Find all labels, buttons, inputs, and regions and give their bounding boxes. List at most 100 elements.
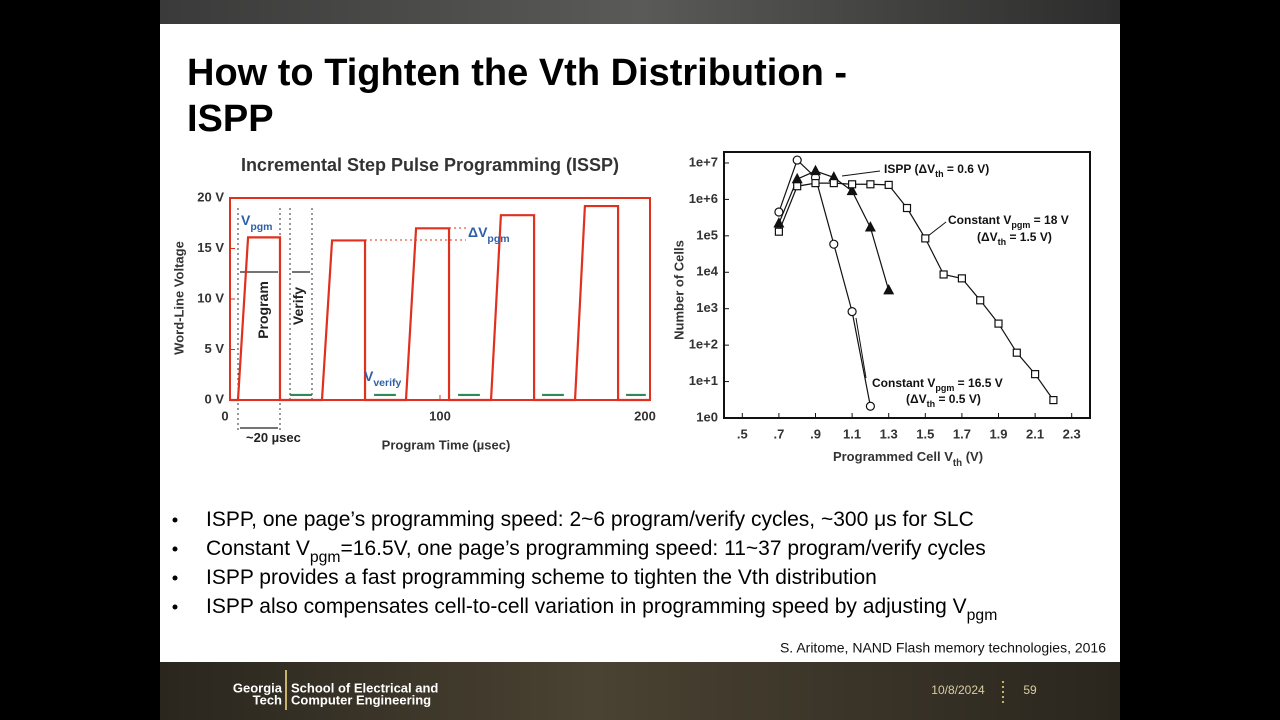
x-tick-label: 100	[429, 408, 451, 423]
y-tick-label: 10 V	[197, 290, 224, 305]
subscript: verify	[373, 377, 401, 389]
point	[774, 207, 784, 217]
point	[792, 155, 802, 165]
bullet-dots	[172, 517, 178, 610]
point	[864, 221, 876, 232]
point	[829, 239, 839, 249]
y-tick-label: 0 V	[204, 391, 224, 406]
text-run: V	[241, 212, 251, 228]
text-run: = 1.5 V)	[1006, 230, 1052, 244]
point	[1049, 395, 1058, 405]
y-tick-label: 15 V	[197, 240, 224, 255]
text-run: Program	[255, 281, 271, 339]
point	[810, 164, 821, 176]
text-run: Constant V	[948, 213, 1011, 227]
series-line	[778, 159, 871, 407]
y-tick-label: 1e+1	[689, 373, 718, 388]
department: School of Electrical and	[291, 680, 438, 695]
text-run: ISPP also compensates cell-to-cell varia…	[206, 595, 967, 618]
y-tick-label: 1e5	[696, 227, 718, 242]
x-tick-label: .7	[773, 426, 784, 441]
point	[793, 182, 802, 191]
series-line	[230, 204, 650, 402]
x-tick-label: 1.9	[989, 426, 1007, 441]
text-run: (ΔV	[906, 392, 927, 406]
y-tick-label: 1e3	[696, 300, 718, 315]
point	[865, 401, 876, 411]
point	[866, 180, 875, 189]
text-run: ΔV	[468, 224, 488, 240]
subscript: th	[953, 458, 962, 469]
annotation: Program	[255, 281, 271, 339]
date: 10/8/2024	[931, 683, 985, 697]
annotation: ISPP (ΔVth = 0.6 V)	[884, 162, 989, 179]
logo-text: Tech	[253, 692, 282, 707]
slide-title: ISPP	[187, 98, 274, 140]
text-run: ISPP, one page’s programming speed: 2~6 …	[206, 508, 974, 531]
slide-title: How to Tighten the Vth Distribution -	[187, 52, 847, 94]
text-run: = 18 V	[1030, 213, 1068, 227]
slide-body	[160, 24, 1120, 662]
y-tick-label: 1e+2	[689, 337, 718, 352]
y-axis-label: Word-Line Voltage	[171, 241, 186, 355]
y-tick-label: 1e+6	[689, 191, 718, 206]
text-run: (V)	[962, 449, 983, 464]
point	[1030, 370, 1040, 379]
annotation: Constant Vpgm = 16.5 V	[872, 376, 1003, 393]
annotation: (ΔVth = 0.5 V)	[906, 392, 981, 409]
text-run: = 0.5 V)	[935, 392, 981, 406]
footer-bar	[160, 662, 1120, 720]
y-tick-label: 20 V	[197, 189, 224, 204]
x-tick-label: 200	[634, 408, 656, 423]
text-run: ISPP provides a fast programming scheme …	[206, 566, 877, 589]
x-tick-label: .5	[737, 426, 748, 441]
text-run: V	[364, 368, 374, 384]
text-run: = 16.5 V	[954, 376, 1002, 390]
x-tick-label: 1.3	[880, 426, 898, 441]
x-tick-label: 2.3	[1063, 426, 1081, 441]
annotation: Constant Vpgm = 18 V	[948, 213, 1069, 230]
annotation: Vverify	[364, 368, 402, 389]
subscript: pgm	[487, 233, 509, 245]
x-tick-label: 1.5	[916, 426, 934, 441]
point	[774, 227, 784, 236]
citation: S. Aritome, NAND Flash memory technologi…	[780, 640, 1106, 656]
point	[847, 307, 857, 317]
y-axis-label: Number of Cells	[671, 240, 686, 340]
point	[1012, 348, 1021, 357]
point	[921, 234, 930, 243]
department: Computer Engineering	[291, 692, 431, 707]
x-tick-label: 0	[221, 408, 228, 423]
y-tick-label: 1e4	[696, 264, 718, 279]
point	[883, 284, 895, 295]
callout-arrows	[841, 170, 947, 379]
annotation: ~20 µsec	[246, 430, 301, 445]
point	[994, 319, 1003, 328]
logo-text: Georgia	[233, 680, 283, 695]
bullet-text: ISPP provides a fast programming scheme …	[206, 566, 877, 589]
annotation: (ΔVth = 1.5 V)	[977, 230, 1052, 247]
series-line	[778, 182, 1054, 401]
subscript: pgm	[310, 549, 341, 566]
point	[939, 270, 948, 279]
y-tick-label: 1e+7	[689, 154, 718, 169]
annotation: Vpgm	[241, 212, 273, 233]
text-run: ~20 µsec	[246, 430, 301, 445]
y-tick-label: 1e0	[696, 409, 718, 424]
text-run: (ΔV	[977, 230, 998, 244]
text-run: Verify	[290, 287, 306, 325]
annotation: ΔVpgm	[468, 224, 510, 245]
top-bar	[160, 0, 1120, 24]
bullet-text: ISPP, one page’s programming speed: 2~6 …	[206, 508, 974, 531]
x-tick-label: .9	[810, 426, 821, 441]
x-tick-label: 2.1	[1026, 426, 1044, 441]
point	[902, 203, 912, 213]
text-run: = 0.6 V)	[944, 162, 990, 176]
page-number: 59	[1023, 683, 1037, 697]
text-run: =16.5V, one page’s programming speed: 11…	[341, 537, 986, 560]
subscript: pgm	[967, 607, 998, 624]
subscript: pgm	[250, 221, 272, 233]
point	[811, 179, 820, 188]
